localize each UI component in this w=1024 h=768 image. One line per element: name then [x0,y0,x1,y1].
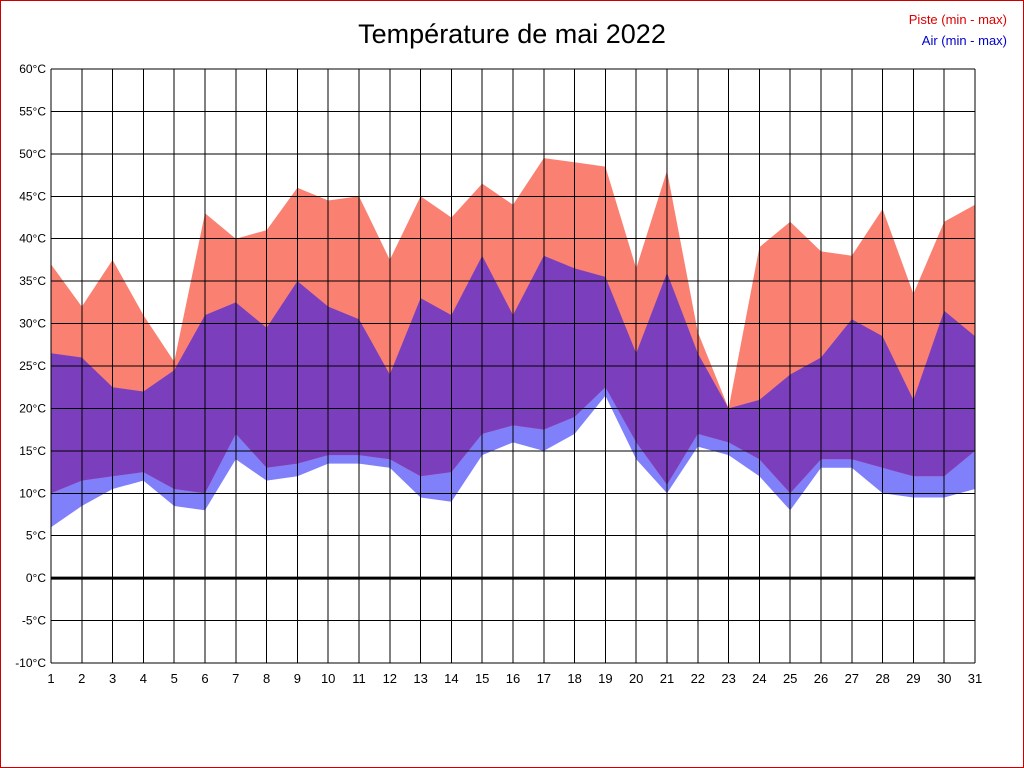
svg-text:11: 11 [352,671,366,686]
svg-text:22: 22 [691,671,705,686]
svg-text:23: 23 [721,671,735,686]
svg-text:9: 9 [294,671,301,686]
svg-text:5: 5 [171,671,178,686]
legend-air-label: Air (min - max) [921,33,1007,48]
svg-text:25: 25 [783,671,797,686]
svg-text:40°C: 40°C [19,232,46,246]
svg-text:2: 2 [78,671,85,686]
svg-text:24: 24 [752,671,766,686]
svg-text:6: 6 [201,671,208,686]
svg-text:4: 4 [140,671,147,686]
svg-text:30°C: 30°C [19,317,46,331]
svg-text:14: 14 [444,671,458,686]
svg-text:17: 17 [537,671,551,686]
svg-text:19: 19 [598,671,612,686]
svg-text:50°C: 50°C [19,147,46,161]
svg-text:0°C: 0°C [26,571,46,585]
svg-text:8: 8 [263,671,270,686]
svg-text:12: 12 [383,671,397,686]
legend-piste-label: Piste (min - max) [908,12,1007,27]
svg-text:35°C: 35°C [19,274,46,288]
svg-text:15: 15 [475,671,489,686]
svg-text:25°C: 25°C [19,359,46,373]
svg-text:-10°C: -10°C [15,656,46,670]
svg-text:1: 1 [47,671,54,686]
svg-text:28: 28 [875,671,889,686]
svg-text:3: 3 [109,671,116,686]
svg-text:20°C: 20°C [19,401,46,415]
svg-text:10°C: 10°C [19,486,46,500]
svg-text:7: 7 [232,671,239,686]
svg-text:55°C: 55°C [19,104,46,118]
svg-text:15°C: 15°C [19,444,46,458]
svg-text:21: 21 [660,671,674,686]
svg-text:20: 20 [629,671,643,686]
svg-text:27: 27 [845,671,859,686]
svg-text:-5°C: -5°C [22,614,46,628]
svg-text:30: 30 [937,671,951,686]
svg-text:16: 16 [506,671,520,686]
svg-text:26: 26 [814,671,828,686]
svg-text:13: 13 [413,671,427,686]
svg-text:29: 29 [906,671,920,686]
svg-text:60°C: 60°C [19,62,46,76]
chart-legend: Piste (min - max) Air (min - max) [909,9,1007,51]
svg-text:5°C: 5°C [26,529,46,543]
svg-text:10: 10 [321,671,335,686]
svg-text:45°C: 45°C [19,189,46,203]
svg-text:31: 31 [968,671,982,686]
chart-title: Température de mai 2022 [358,19,666,49]
svg-text:18: 18 [567,671,581,686]
